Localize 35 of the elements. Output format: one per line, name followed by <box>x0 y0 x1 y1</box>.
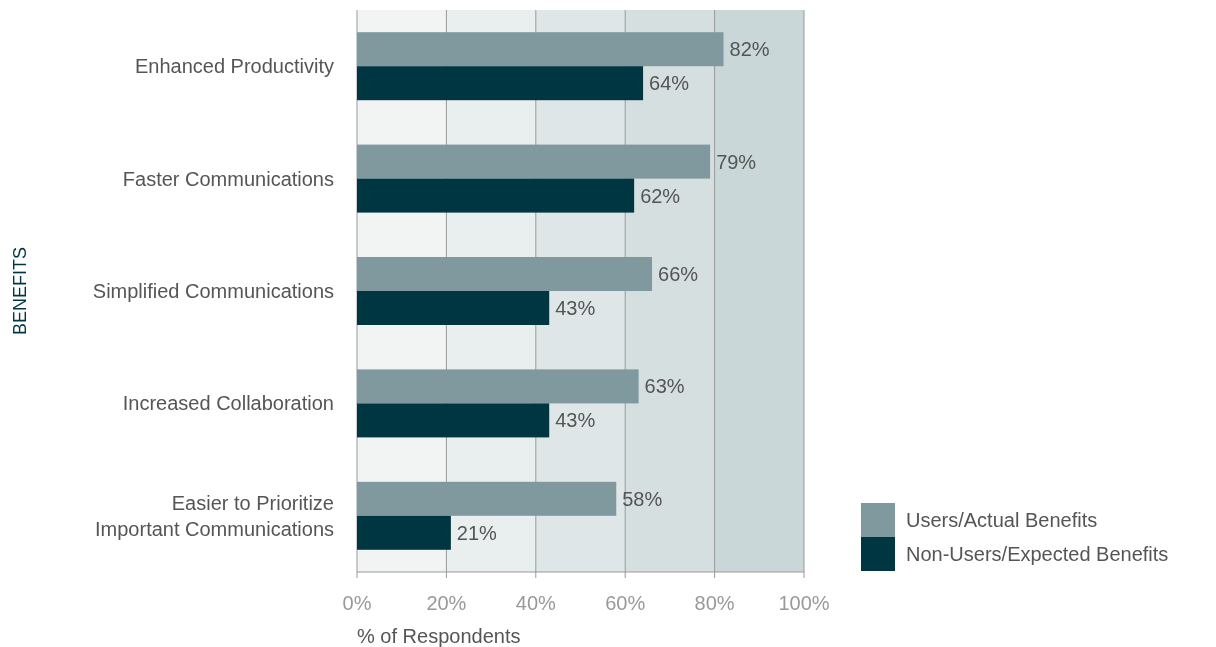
bar <box>357 178 635 213</box>
bar <box>357 257 653 291</box>
x-tick-label: 0% <box>342 592 372 614</box>
data-label: 43% <box>555 409 596 432</box>
data-label: 82% <box>729 38 770 61</box>
x-tick-label: 40% <box>515 592 557 614</box>
data-label: 63% <box>644 375 685 398</box>
x-tick-label: 100% <box>778 592 830 614</box>
y-tick-label: Easier to Prioritize Important Communications <box>95 491 334 540</box>
bar <box>357 403 550 438</box>
bar <box>357 481 617 516</box>
bar <box>357 515 451 550</box>
y-tick-label: Faster Communications <box>122 167 334 190</box>
x-axis-title: % of Respondents <box>357 625 521 647</box>
y-axis-title: BENEFITS <box>10 246 30 336</box>
data-label: 58% <box>622 487 663 510</box>
x-tick-label: 60% <box>605 592 646 614</box>
data-label: 79% <box>716 150 757 173</box>
data-label: 62% <box>640 184 681 207</box>
bar <box>357 144 711 179</box>
y-tick-label: Simplified Communications <box>92 280 334 302</box>
x-tick-label: 80% <box>694 592 735 614</box>
data-label: 66% <box>658 263 699 285</box>
bar <box>357 66 644 101</box>
data-label: 64% <box>649 72 690 95</box>
legend-label: Non-Users/Expected Benefits <box>906 543 1169 565</box>
bar <box>357 32 724 67</box>
data-label: 21% <box>456 521 498 544</box>
bar <box>357 291 550 325</box>
y-tick-label: Increased Collaboration <box>122 392 334 415</box>
bar <box>357 369 639 404</box>
y-tick-label: Enhanced Productivity <box>134 55 334 78</box>
x-tick-label: 20% <box>426 592 467 614</box>
legend-label: Users/Actual Benefits <box>906 509 1098 531</box>
data-label: 43% <box>555 297 596 319</box>
